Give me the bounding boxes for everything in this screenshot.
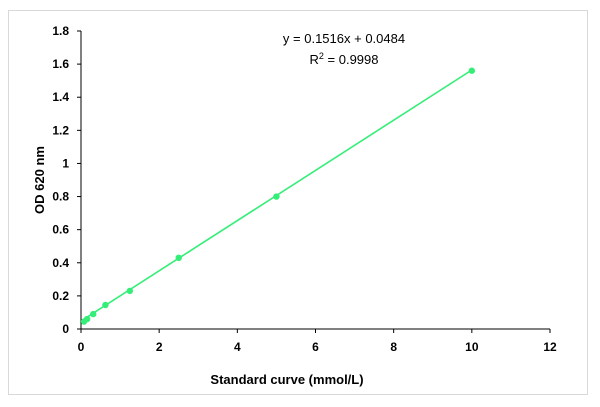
- y-tick-label: 1.6: [52, 57, 69, 71]
- x-tick-label: 0: [78, 340, 85, 354]
- y-tick-label: 1.2: [52, 123, 69, 137]
- x-tick-label: 8: [390, 340, 397, 354]
- x-tick-label: 12: [543, 340, 557, 354]
- data-point: [102, 301, 109, 309]
- chart-frame: [8, 10, 588, 395]
- x-tick-label: 2: [156, 340, 163, 354]
- y-tick-label: 0.6: [52, 223, 69, 237]
- data-point: [273, 193, 280, 200]
- data-point: [468, 67, 476, 74]
- y-tick-label: 1.8: [52, 24, 69, 38]
- y-tick-label: 0.4: [52, 256, 69, 270]
- axes: [80, 31, 550, 330]
- x-axis-title: Standard curve (mmol/L): [210, 372, 363, 387]
- y-axis-ticks: 0 0.2 0.4 0.6 0.8 1 1.2 1.4 1.6 1.8: [52, 24, 81, 336]
- x-tick-label: 4: [234, 340, 241, 354]
- data-point: [175, 254, 182, 262]
- y-tick-label: 0.8: [52, 190, 69, 204]
- y-tick-label: 1: [62, 156, 69, 170]
- y-axis-title: OD 620 nm: [32, 146, 47, 214]
- y-tick-label: 0.2: [52, 289, 69, 303]
- x-axis-ticks: 0 2 4 6 8 10 12: [78, 329, 557, 354]
- data-points: [80, 67, 476, 325]
- trendline-equation: y = 0.1516x + 0.0484: [283, 31, 405, 46]
- y-tick-label: 1.4: [52, 90, 69, 104]
- r-squared-label: R2 = 0.9998: [310, 51, 379, 67]
- y-tick-label: 0: [62, 322, 69, 336]
- data-point: [126, 287, 134, 295]
- data-point: [83, 315, 91, 323]
- data-point: [90, 310, 97, 318]
- x-tick-label: 6: [312, 340, 319, 354]
- x-tick-label: 10: [465, 340, 479, 354]
